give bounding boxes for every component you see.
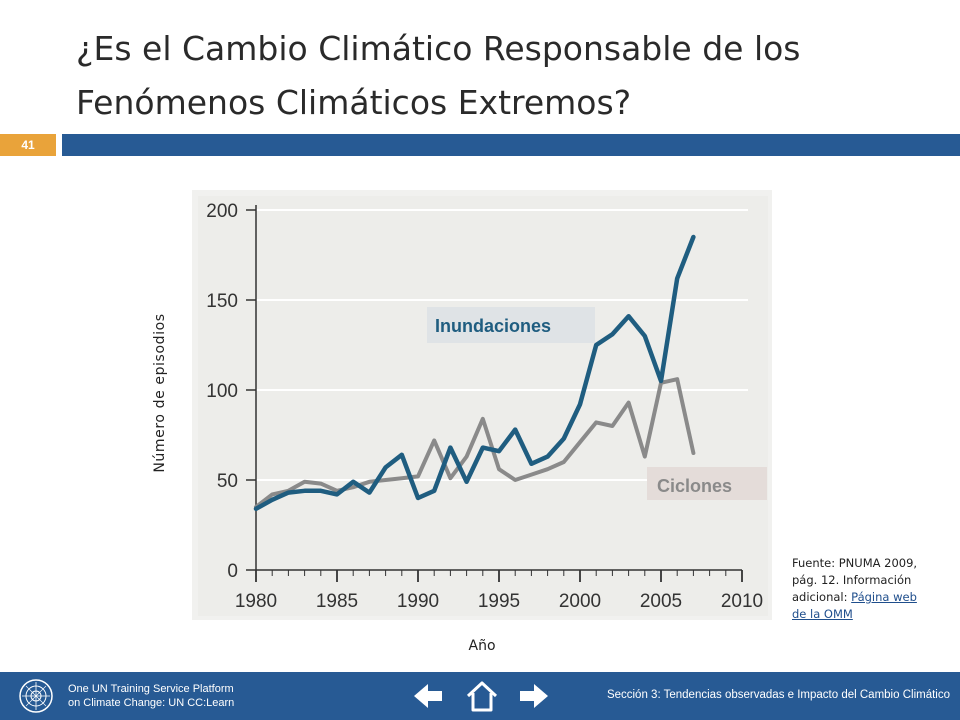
x-tick-label-1985: 1985 bbox=[316, 591, 358, 612]
source-text: Fuente: PNUMA 2009, pág. 12. Información… bbox=[792, 556, 918, 604]
line-chart: 0 50 100 150 200 1980 1985 1990 1995 2000 2005 2010… bbox=[192, 190, 772, 620]
arrow-left-icon[interactable] bbox=[410, 678, 446, 714]
x-tick-label-2010: 2010 bbox=[721, 591, 763, 612]
header-accent-bar bbox=[62, 134, 960, 156]
x-tick-label-2005: 2005 bbox=[640, 591, 682, 612]
y-tick-label-150: 150 bbox=[206, 291, 238, 312]
plot-area bbox=[198, 196, 768, 616]
chart-image: 0 50 100 150 200 1980 1985 1990 1995 2000 2005 2010… bbox=[192, 190, 772, 620]
x-tick-label-1980: 1980 bbox=[235, 591, 277, 612]
slide-title: ¿Es el Cambio Climático Responsable de l… bbox=[76, 29, 801, 122]
platform-name: One UN Training Service Platform on Clim… bbox=[68, 682, 234, 710]
y-tick-label-200: 200 bbox=[206, 201, 238, 222]
home-icon[interactable] bbox=[464, 678, 500, 714]
legend-label-ciclones: Ciclones bbox=[657, 476, 732, 496]
footer-bar: One UN Training Service Platform on Clim… bbox=[0, 672, 960, 720]
y-tick-label-50: 50 bbox=[217, 471, 238, 492]
legend-label-inundaciones: Inundaciones bbox=[435, 316, 551, 336]
x-axis-title: Año bbox=[468, 638, 496, 654]
y-tick-label-0: 0 bbox=[227, 561, 238, 582]
slide-number: 41 bbox=[0, 134, 56, 156]
legend-box-inundaciones bbox=[427, 307, 595, 343]
un-emblem-icon bbox=[19, 679, 53, 713]
source-note: Fuente: PNUMA 2009, pág. 12. Información… bbox=[792, 555, 932, 623]
y-axis-title: Número de episodios bbox=[152, 313, 168, 473]
legend-box-ciclones bbox=[647, 467, 767, 500]
x-tick-label-1990: 1990 bbox=[397, 591, 439, 612]
x-tick-label-1995: 1995 bbox=[478, 591, 520, 612]
series-line-inundaciones bbox=[253, 234, 696, 512]
omm-link[interactable]: Página web de la OMM bbox=[792, 590, 917, 621]
x-tick-label-2000: 2000 bbox=[559, 591, 601, 612]
platform-line-1: One UN Training Service Platform bbox=[68, 683, 234, 695]
series-line-ciclones bbox=[254, 377, 696, 509]
platform-line-2: on Climate Change: UN CC:Learn bbox=[68, 697, 235, 709]
section-label: Sección 3: Tendencias observadas e Impac… bbox=[606, 689, 950, 701]
y-tick-label-100: 100 bbox=[206, 381, 238, 402]
arrow-right-icon[interactable] bbox=[516, 678, 552, 714]
